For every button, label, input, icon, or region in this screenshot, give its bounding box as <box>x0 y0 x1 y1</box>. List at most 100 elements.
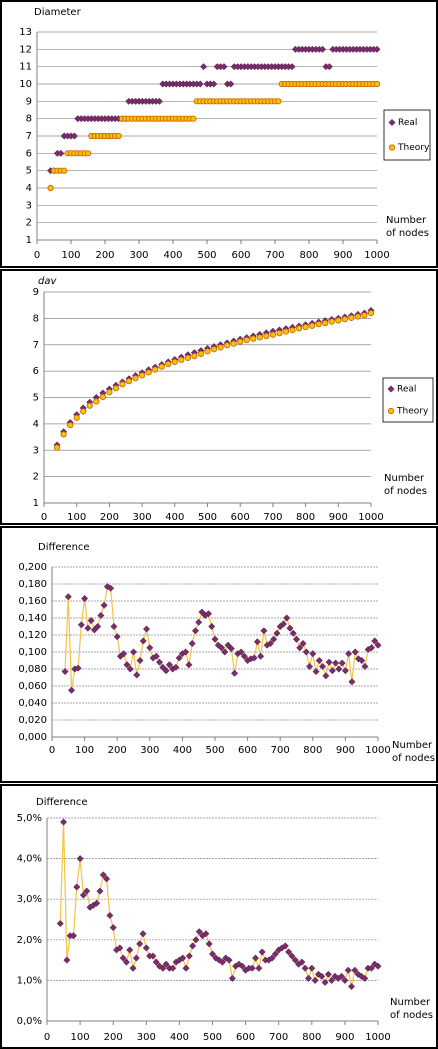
marker <box>182 964 190 972</box>
x-tick-label: 300 <box>137 1032 156 1043</box>
marker <box>283 614 291 622</box>
x-tick-label: 300 <box>133 512 152 523</box>
marker <box>119 954 127 962</box>
y-tick-label: 8 <box>33 313 39 324</box>
marker <box>230 340 237 347</box>
marker <box>256 334 263 341</box>
marker <box>371 637 379 645</box>
marker <box>103 582 111 591</box>
y-tick-label: 0,060 <box>18 681 47 692</box>
marker <box>185 952 193 960</box>
marker <box>224 342 231 349</box>
x-tick-label: 400 <box>163 250 182 261</box>
y-tick-label: 4,0% <box>17 854 42 865</box>
marker <box>99 393 106 401</box>
marker <box>227 80 235 88</box>
marker <box>361 662 369 671</box>
marker <box>70 132 78 140</box>
x-tick-label: 900 <box>335 1032 354 1043</box>
marker <box>152 366 159 373</box>
marker <box>103 875 111 883</box>
legend-marker <box>388 144 396 151</box>
marker <box>220 63 228 71</box>
marker <box>210 80 218 88</box>
marker <box>204 610 213 618</box>
y-tick-label: 1,0% <box>17 975 42 986</box>
marker <box>335 665 343 673</box>
marker <box>231 669 239 677</box>
marker <box>120 650 128 658</box>
y-tick-label: 0,0% <box>17 1016 42 1027</box>
marker <box>338 972 346 980</box>
marker <box>171 358 178 365</box>
marker <box>169 964 177 972</box>
y-tick-label: 0,020 <box>18 715 47 726</box>
marker <box>258 948 266 956</box>
marker <box>208 622 216 631</box>
x-tick-label: 700 <box>263 512 282 523</box>
marker <box>139 930 147 938</box>
marker <box>69 932 78 940</box>
x-tick-label: 100 <box>71 1032 90 1043</box>
y-tick-label: 7 <box>26 131 32 142</box>
x-tick-label: 900 <box>336 745 355 756</box>
x-tick-label: 300 <box>140 745 159 756</box>
x-axis-title: Number <box>384 473 425 484</box>
marker <box>328 667 336 675</box>
y-tick-label: 1 <box>33 498 39 509</box>
marker <box>109 924 117 932</box>
marker <box>184 354 191 362</box>
marker <box>106 389 113 396</box>
marker <box>341 976 349 984</box>
marker <box>282 328 290 335</box>
x-tick-label: 600 <box>238 745 257 756</box>
x-tick-label: 200 <box>104 1032 123 1043</box>
marker <box>113 633 121 641</box>
marker <box>53 444 61 451</box>
marker <box>73 414 80 421</box>
marker <box>237 648 245 656</box>
marker <box>63 956 71 964</box>
marker <box>347 982 356 991</box>
marker <box>315 656 323 665</box>
marker <box>47 184 54 192</box>
marker <box>288 63 296 71</box>
marker <box>195 618 203 626</box>
x-tick-label: 500 <box>203 1032 222 1043</box>
marker <box>237 338 244 345</box>
marker <box>59 818 68 826</box>
marker <box>296 644 304 652</box>
x-tick-label: 0 <box>34 250 40 261</box>
marker <box>110 622 118 631</box>
x-tick-label: 600 <box>231 250 250 261</box>
marker <box>255 964 263 972</box>
x-tick-label: 900 <box>329 512 348 523</box>
marker <box>351 648 359 656</box>
y-axis-title: dav <box>38 276 57 287</box>
marker <box>94 622 102 631</box>
marker <box>263 332 270 340</box>
y-tick-label: 2 <box>33 472 39 483</box>
x-tick-label: 600 <box>231 512 250 523</box>
marker <box>304 974 313 982</box>
marker <box>270 635 278 643</box>
marker <box>159 964 167 972</box>
marker <box>271 950 279 958</box>
marker <box>289 629 297 637</box>
marker <box>301 964 309 972</box>
marker <box>122 958 130 966</box>
x-axis-title: of nodes <box>384 486 427 497</box>
marker <box>305 662 314 671</box>
marker <box>129 648 138 656</box>
marker <box>189 942 197 950</box>
y-tick-label: 4 <box>33 419 39 430</box>
marker <box>367 964 375 972</box>
marker <box>178 356 185 363</box>
x-tick-label: 700 <box>269 1032 288 1043</box>
marker <box>351 966 359 974</box>
y-tick-label: 5 <box>33 393 39 404</box>
marker <box>93 899 101 907</box>
y-tick-label: 4 <box>26 183 32 194</box>
x-axis-title: Number <box>392 740 433 751</box>
x-tick-label: 600 <box>236 1032 255 1043</box>
